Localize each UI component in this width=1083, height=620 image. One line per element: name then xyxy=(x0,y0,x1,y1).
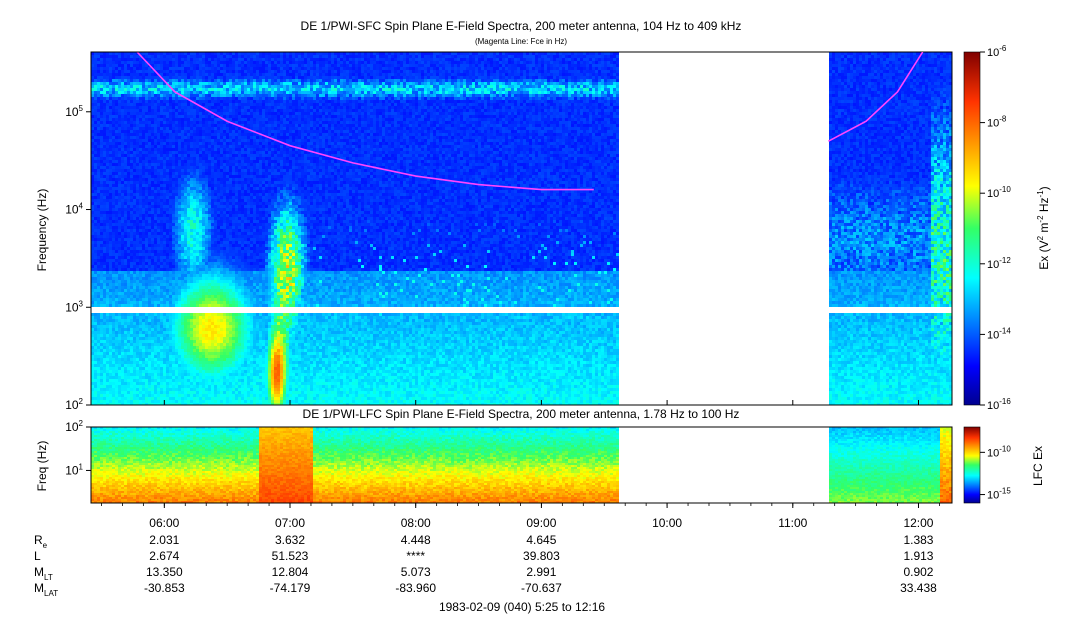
ephem-value-0-6: 1.383 xyxy=(903,533,933,547)
ephem-value-3-3: -70.637 xyxy=(521,581,562,595)
time-tick-label-2: 08:00 xyxy=(401,516,431,530)
ephem-value-2-2: 5.073 xyxy=(401,565,431,579)
lfc-ytick-label-0: 101 xyxy=(65,462,83,477)
ephem-value-2-6: 0.902 xyxy=(903,565,933,579)
fce-magenta-line xyxy=(136,52,594,191)
sfc-y-axis: 102 103 104 105 xyxy=(65,104,91,412)
top-panel-title: DE 1/PWI-SFC Spin Plane E-Field Spectra,… xyxy=(301,19,742,33)
lfc-colorbar-ticks: 10-10 10-15 xyxy=(980,444,1011,502)
sfc-plot-frame xyxy=(90,51,953,406)
date-range-footer: 1983-02-09 (040) 5:25 to 12:16 xyxy=(439,600,605,614)
sfc-colorbar-ticks: 10-6 10-8 10-10 10-12 10-14 10-16 xyxy=(980,44,1011,412)
sfc-cbar-tick-label-0: 10-6 xyxy=(987,44,1007,59)
lfc-colorbar xyxy=(963,426,981,504)
lfc-y-axis: 101 102 xyxy=(65,419,91,477)
sfc-cbar-tick-label-3: 10-12 xyxy=(987,256,1011,271)
ephem-value-2-3: 2.991 xyxy=(526,565,556,579)
sfc-colorbar-label: Ex (V2 m-2 Hz-1) xyxy=(1036,186,1051,269)
ephem-label-3: MLAT xyxy=(34,581,58,598)
bottom-panel-title: DE 1/PWI-LFC Spin Plane E-Field Spectra,… xyxy=(303,407,740,421)
fce-magenta-line-post-gap xyxy=(828,52,924,142)
lfc-cbar-tick-label-1: 10-15 xyxy=(987,487,1011,502)
ephemeris-table: Re 2.031 3.632 4.448 4.645 1.383 L 2.674 51.523 *… xyxy=(34,533,937,598)
ephem-value-2-0: 13.350 xyxy=(146,565,183,579)
ephem-value-0-1: 3.632 xyxy=(275,533,305,547)
ephem-value-1-2: **** xyxy=(406,549,425,563)
lfc-colorbar-label: LFC Ex xyxy=(1031,446,1045,486)
ephem-value-3-0: -30.853 xyxy=(144,581,185,595)
time-tick-label-6: 12:00 xyxy=(903,516,933,530)
ephem-label-0: Re xyxy=(34,533,48,550)
sfc-spectrogram xyxy=(91,52,952,405)
sfc-cbar-tick-label-1: 10-8 xyxy=(987,115,1007,130)
ephem-label-1: L xyxy=(34,549,41,563)
ephem-value-0-0: 2.031 xyxy=(149,533,179,547)
lfc-spectrogram xyxy=(91,427,952,503)
time-axis: 06:00 07:00 08:00 09:00 10:00 11:00 12:00 xyxy=(101,400,940,530)
sfc-colorbar xyxy=(963,51,981,406)
ephem-value-3-1: -74.179 xyxy=(270,581,311,595)
ephem-value-1-6: 1.913 xyxy=(903,549,933,563)
time-tick-label-0: 06:00 xyxy=(149,516,179,530)
ephem-value-0-3: 4.645 xyxy=(526,533,556,547)
ephem-value-1-3: 39.803 xyxy=(523,549,560,563)
sfc-cbar-tick-label-5: 10-16 xyxy=(987,397,1011,412)
ephem-value-1-1: 51.523 xyxy=(272,549,309,563)
sfc-ytick-label-2: 104 xyxy=(65,202,83,217)
time-tick-label-3: 09:00 xyxy=(526,516,556,530)
top-panel-subtitle: (Magenta Line: Fce in Hz) xyxy=(475,37,567,46)
lfc-cbar-tick-label-0: 10-10 xyxy=(987,444,1011,459)
ephem-value-3-2: -83.960 xyxy=(395,581,436,595)
time-tick-label-5: 11:00 xyxy=(778,516,807,530)
sfc-cbar-tick-label-2: 10-10 xyxy=(987,185,1011,200)
sfc-cbar-tick-label-4: 10-14 xyxy=(987,326,1011,341)
ephem-label-2: MLT xyxy=(34,565,53,582)
ephem-value-1-0: 2.674 xyxy=(149,549,179,563)
sfc-ytick-label-0: 102 xyxy=(65,397,83,412)
lfc-y-axis-label: Freq (Hz) xyxy=(35,441,49,492)
ephem-value-0-2: 4.448 xyxy=(401,533,431,547)
lfc-plot-frame xyxy=(90,426,953,504)
ephem-value-3-6: 33.438 xyxy=(900,581,937,595)
ephem-value-2-1: 12.804 xyxy=(272,565,309,579)
time-tick-label-4: 10:00 xyxy=(652,516,682,530)
lfc-ytick-label-1: 102 xyxy=(65,419,83,434)
sfc-y-axis-label: Frequency (Hz) xyxy=(35,189,49,272)
sfc-ytick-label-3: 105 xyxy=(65,104,83,119)
sfc-ytick-label-1: 103 xyxy=(65,299,83,314)
time-tick-label-1: 07:00 xyxy=(275,516,305,530)
